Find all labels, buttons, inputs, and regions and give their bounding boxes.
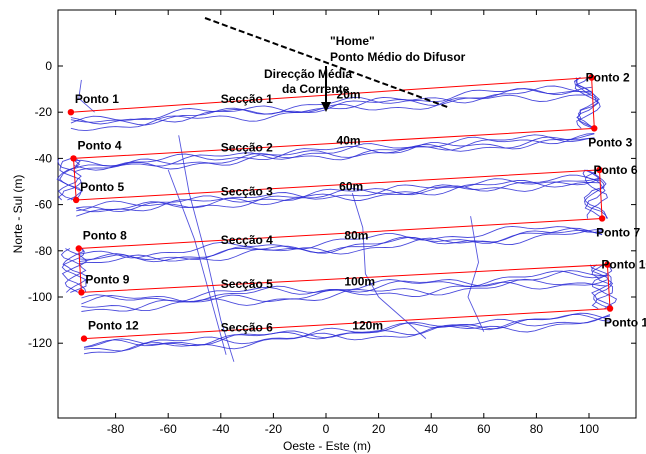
y-tick-label: -20 <box>35 105 53 119</box>
x-tick-label: -20 <box>265 422 283 436</box>
y-tick-label: -100 <box>28 290 52 304</box>
x-tick-label: -80 <box>107 422 125 436</box>
waypoint-label: Ponto 5 <box>80 180 124 194</box>
home-label: "Home" <box>330 34 375 48</box>
x-tick-label: 60 <box>477 422 491 436</box>
waypoint-label: Ponto 10 <box>601 258 646 272</box>
current-sublabel: da Corrente <box>282 82 350 96</box>
waypoint-marker <box>70 155 76 161</box>
section-label: Secção 1 <box>221 92 273 106</box>
x-axis-label: Oeste - Este (m) <box>283 439 371 453</box>
x-tick-label: 0 <box>323 422 330 436</box>
y-axis-label: Norte - Sul (m) <box>11 175 25 254</box>
x-tick-label: 20 <box>372 422 386 436</box>
section-label: Secção 5 <box>221 277 273 291</box>
waypoint-label: Ponto 6 <box>594 163 638 177</box>
waypoint-label: Ponto 3 <box>588 135 632 149</box>
section-label: Secção 6 <box>221 321 273 335</box>
distance-label: 100m <box>344 274 375 288</box>
waypoint-label: Ponto 12 <box>88 319 139 333</box>
waypoint-label: Ponto 4 <box>78 138 122 152</box>
distance-label: 40m <box>337 134 361 148</box>
waypoint-label: Ponto 8 <box>83 228 127 242</box>
distance-label: 80m <box>344 228 368 242</box>
section-label: Secção 3 <box>221 184 273 198</box>
distance-label: 120m <box>352 318 383 332</box>
current-label: Direcção Média <box>264 67 352 81</box>
waypoint-marker <box>68 109 74 115</box>
y-tick-label: -60 <box>35 198 53 212</box>
waypoint-label: Ponto 1 <box>75 92 119 106</box>
y-tick-label: -80 <box>35 244 53 258</box>
section-label: Secção 4 <box>221 233 273 247</box>
section-label: Secção 2 <box>221 140 273 154</box>
waypoint-marker <box>81 335 87 341</box>
waypoint-label: Ponto 9 <box>85 272 129 286</box>
waypoint-label: Ponto 11 <box>604 316 646 330</box>
x-tick-label: 100 <box>579 422 599 436</box>
y-tick-label: -120 <box>28 336 52 350</box>
distance-label: 60m <box>339 180 363 194</box>
x-tick-label: -40 <box>212 422 230 436</box>
waypoint-marker <box>78 289 84 295</box>
home-sublabel: Ponto Médio do Difusor <box>330 50 466 64</box>
y-tick-label: -40 <box>35 151 53 165</box>
waypoint-marker <box>607 305 613 311</box>
waypoint-marker <box>76 245 82 251</box>
waypoint-label: Ponto 7 <box>596 225 640 239</box>
x-tick-label: 80 <box>530 422 544 436</box>
x-tick-label: -60 <box>160 422 178 436</box>
waypoint-marker <box>591 125 597 131</box>
x-tick-label: 40 <box>425 422 439 436</box>
y-tick-label: 0 <box>45 59 52 73</box>
waypoint-marker <box>599 215 605 221</box>
waypoint-label: Ponto 2 <box>586 71 630 85</box>
waypoint-marker <box>73 197 79 203</box>
